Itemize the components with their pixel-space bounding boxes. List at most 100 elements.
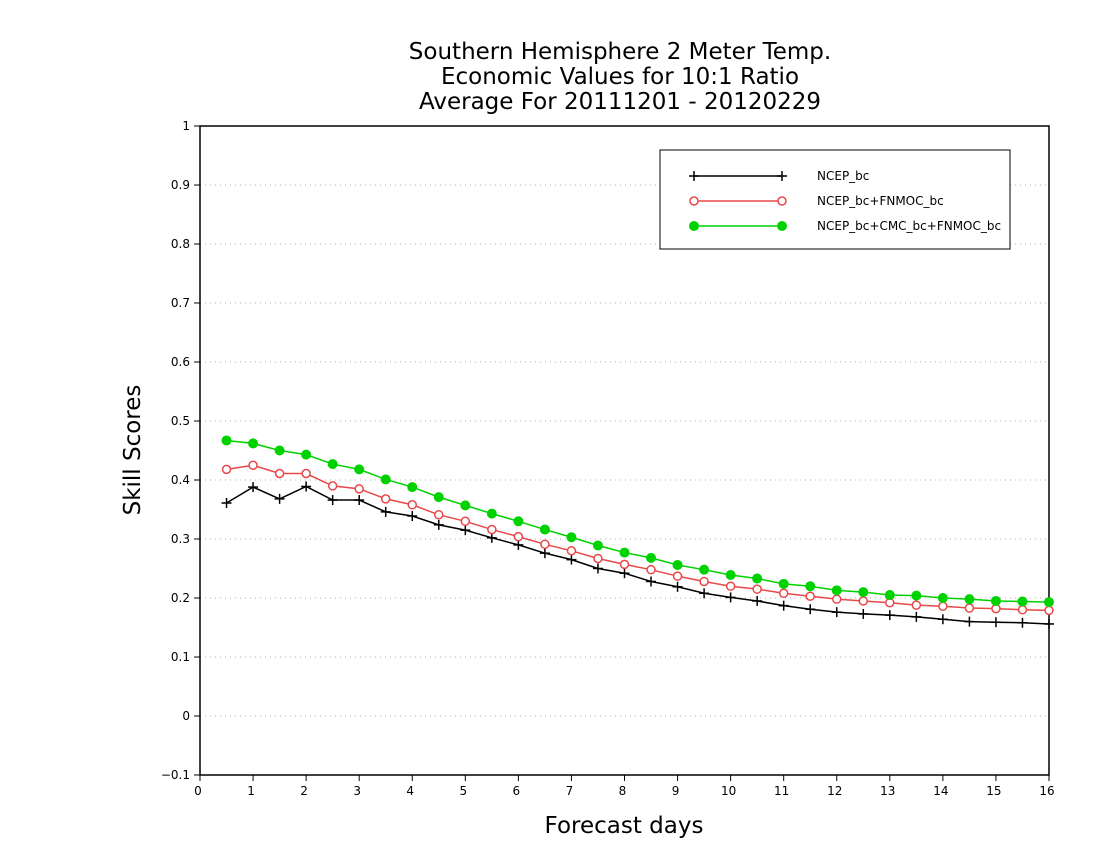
- series-point: [699, 588, 710, 599]
- series-point: [513, 531, 524, 542]
- series-point: [699, 576, 709, 587]
- series-point: [486, 508, 497, 519]
- series-point: [752, 584, 762, 594]
- legend-item: NCEP_bc: [689, 169, 869, 183]
- x-tick-label: 8: [619, 784, 627, 798]
- series-point: [486, 532, 497, 543]
- y-tick-label: 0.7: [171, 296, 190, 310]
- series-point: [354, 464, 365, 475]
- x-tick-label: 16: [1039, 784, 1054, 798]
- y-tick-label: 0.6: [171, 355, 190, 369]
- series-point: [460, 500, 471, 511]
- series-point: [566, 532, 577, 543]
- series-point: [619, 559, 630, 570]
- series-point: [221, 435, 232, 446]
- series-point: [539, 524, 550, 535]
- series-point: [592, 540, 603, 551]
- series-point: [593, 553, 603, 564]
- series-point: [777, 221, 787, 231]
- series-point: [725, 581, 736, 591]
- series-point: [884, 590, 895, 601]
- series-point: [672, 581, 683, 592]
- series-point: [752, 595, 763, 606]
- x-tick-label: 1: [247, 784, 255, 798]
- chart-title-line-1: Southern Hemisphere 2 Meter Temp.: [409, 39, 831, 65]
- series-point: [1017, 596, 1028, 607]
- series-point: [1044, 618, 1054, 629]
- series-point: [327, 481, 338, 491]
- series-point: [752, 573, 763, 584]
- series-1: [221, 460, 1054, 616]
- series-point: [1017, 605, 1028, 615]
- series-point: [1044, 597, 1054, 608]
- series-point: [539, 548, 550, 559]
- series-point: [327, 459, 338, 470]
- series-point: [831, 607, 842, 618]
- series-point: [964, 603, 975, 613]
- series-point: [689, 171, 699, 181]
- series-point: [777, 171, 787, 181]
- series-point: [354, 495, 365, 506]
- x-tick-label: 3: [353, 784, 361, 798]
- series-point: [407, 482, 418, 493]
- y-tick-label: 0.1: [171, 650, 190, 664]
- legend-box: [659, 149, 1011, 250]
- series-point: [858, 596, 869, 606]
- legend-item: NCEP_bc+FNMOC_bc: [689, 194, 944, 208]
- series-layer: [221, 435, 1054, 629]
- series-point: [911, 600, 922, 610]
- y-tick-label: 0.9: [171, 178, 190, 192]
- series-point: [884, 610, 895, 621]
- series-point: [937, 614, 948, 625]
- y-tick-label: −0.1: [161, 768, 190, 782]
- series-point: [990, 617, 1001, 628]
- series-point: [221, 464, 232, 475]
- series-point: [619, 547, 630, 558]
- series-point: [725, 592, 736, 603]
- legend: NCEP_bc NCEP_bc+FNMOC_bc NCEP_bc+CMC_bc+FN…: [659, 149, 1011, 250]
- series-point: [831, 585, 842, 596]
- series-line: [226, 464, 1050, 612]
- series-point: [646, 552, 657, 563]
- series-point: [777, 196, 787, 206]
- series-point: [1017, 617, 1028, 628]
- legend-label: NCEP_bc: [817, 169, 869, 183]
- x-tick-label: 9: [672, 784, 680, 798]
- series-point: [380, 506, 391, 517]
- series-point: [964, 616, 975, 627]
- series-point: [434, 510, 444, 520]
- chart-title-line-2: Economic Values for 10:1 Ratio: [441, 64, 799, 90]
- y-tick-label: 1: [182, 119, 190, 133]
- series-point: [832, 594, 842, 604]
- series-point: [805, 604, 816, 615]
- series-point: [460, 516, 471, 527]
- series-point: [619, 568, 630, 579]
- x-tick-label: 6: [513, 784, 521, 798]
- series-point: [858, 587, 869, 598]
- x-tick-label: 12: [827, 784, 842, 798]
- x-tick-label: 10: [721, 784, 736, 798]
- series-point: [725, 569, 736, 580]
- series-point: [354, 484, 364, 494]
- series-point: [672, 571, 683, 581]
- series-point: [805, 591, 815, 601]
- series-point: [221, 498, 232, 509]
- series-point: [513, 516, 524, 527]
- series-point: [274, 493, 285, 504]
- x-tick-label: 7: [566, 784, 574, 798]
- series-point: [778, 578, 789, 589]
- series-point: [937, 593, 948, 603]
- chart-title: Southern Hemisphere 2 Meter Temp. Econom…: [409, 39, 831, 115]
- series-point: [911, 611, 922, 622]
- series-point: [689, 221, 699, 231]
- series-point: [646, 564, 656, 575]
- series-point: [248, 460, 258, 470]
- x-tick-label: 4: [406, 784, 414, 798]
- series-point: [778, 588, 789, 599]
- series-point: [964, 594, 975, 605]
- series-point: [274, 468, 285, 479]
- y-tick-label: 0.4: [171, 473, 190, 487]
- series-point: [301, 481, 312, 492]
